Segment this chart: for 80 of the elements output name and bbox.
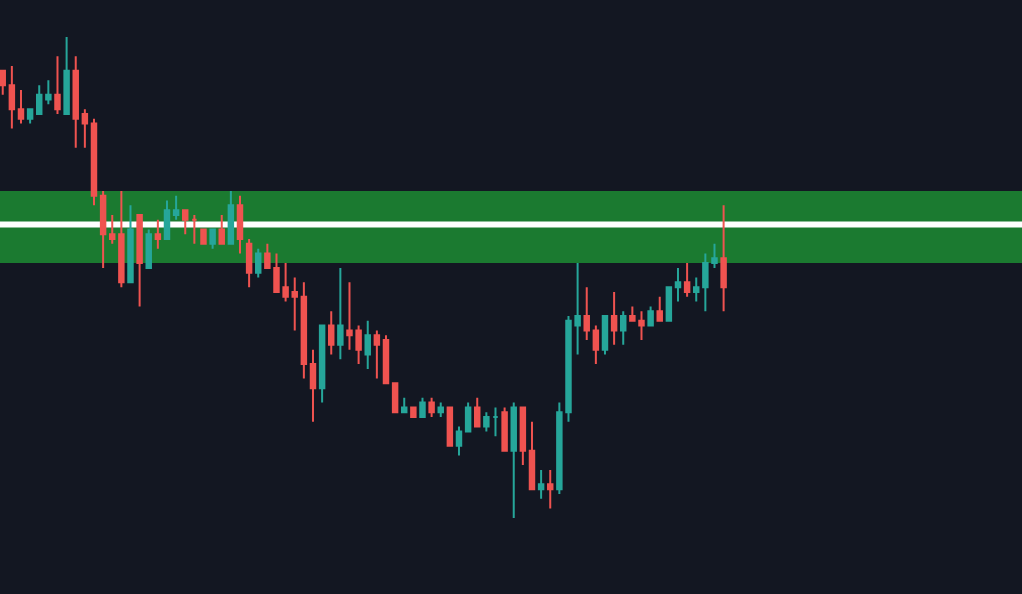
candlestick [428,396,435,418]
candlestick [601,315,609,356]
candlestick [154,218,162,250]
candlestick [410,406,417,418]
candlestick [419,396,426,418]
candlestick [282,262,289,303]
candlestick [665,286,673,322]
candlestick [501,406,508,452]
candlestick [63,36,70,115]
candlestick [255,247,262,279]
candlestick [26,108,34,125]
candlestick [182,209,189,236]
candlestick [583,286,590,342]
candlestick [291,276,298,332]
candlestick [72,55,79,149]
candlestick [0,69,6,96]
candlestick [264,242,271,269]
candlestick [245,238,253,289]
candlestick [391,382,399,414]
candlestick [629,305,636,322]
candlestick [373,329,381,380]
candlestick [401,396,408,414]
candlestick [592,324,600,366]
candlestick [510,401,517,520]
candlestick [556,401,563,495]
candlestick [99,189,107,269]
candlestick [355,324,362,366]
candlestick [519,406,527,467]
candlestick [191,213,198,245]
candlestick [218,213,225,245]
candlestick [45,79,52,106]
candlestick [683,262,691,298]
candlestick [36,84,43,115]
candlestick [54,55,61,115]
candlestick [364,319,371,370]
candlestick [565,315,572,423]
candlestick [674,266,682,303]
candlestick [446,406,454,447]
candlestick [309,348,317,423]
candlestick [127,204,134,284]
candlestick [492,406,499,438]
candlestick [464,401,472,433]
candlestick [537,468,545,500]
candlestick [528,420,536,491]
candlestick [318,324,326,404]
candlestick [337,266,344,361]
candlestick [172,194,180,221]
candlestick [163,199,171,241]
candlestick [711,242,718,269]
candlestick [273,252,280,293]
candlestick [574,262,581,356]
candlestick [547,468,554,510]
candlestick [236,194,244,255]
candlestick [620,310,627,346]
candlestick [693,276,700,303]
candlestick [610,290,618,346]
candlestick [300,281,308,380]
candlestick [227,189,235,245]
candlestick [437,401,444,418]
candlestick [702,252,709,313]
candlestick [17,88,25,125]
candlestick [328,310,335,356]
candlestick [81,108,89,149]
candlestick [638,310,645,342]
candlestick [720,204,727,313]
candlestick [109,213,116,245]
candlestick [145,228,152,269]
candlestick [346,281,353,351]
candlestick [90,117,98,207]
candlestick [118,189,125,289]
candlestick [209,228,216,250]
candlestick [483,411,490,433]
candlestick [656,295,663,322]
candlestick [382,334,390,385]
candlestick [455,425,463,457]
candlestick [200,228,207,245]
candlestick [8,64,16,130]
candlestick [136,213,143,308]
candlestick [647,305,654,327]
candlestick [474,396,481,428]
